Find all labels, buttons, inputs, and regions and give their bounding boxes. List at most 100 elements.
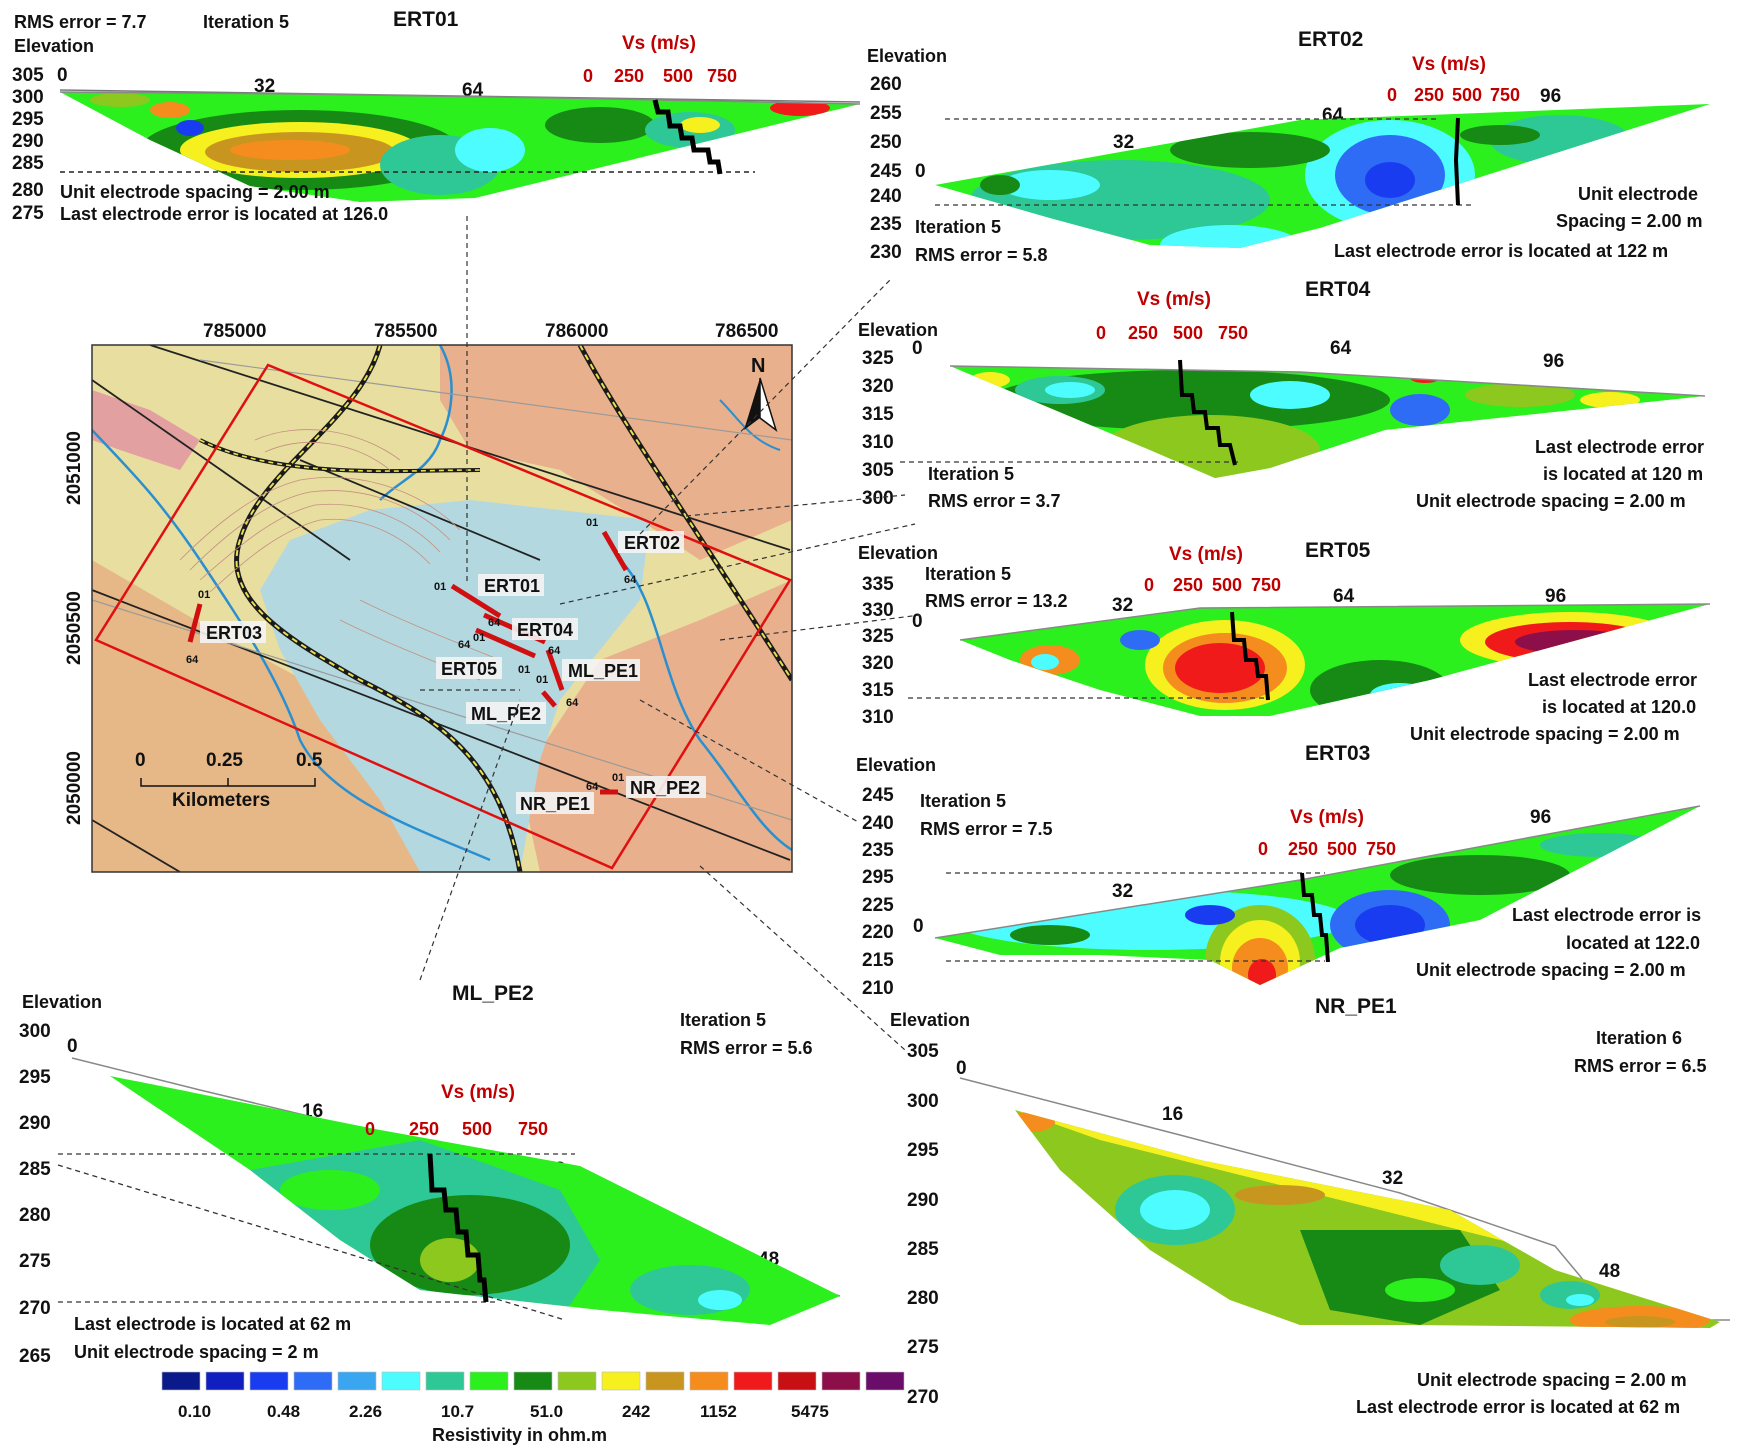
colorbar-swatches xyxy=(161,1371,905,1391)
study-area-boundary xyxy=(94,363,792,870)
ert01-elevation-label: Elevation xyxy=(14,36,94,56)
colorbar-swatch xyxy=(381,1371,421,1391)
colorbar-swatch xyxy=(425,1371,465,1391)
ert05-elevation-axis: 335 330 325 320 315 310 xyxy=(862,574,894,728)
elev-tick: 280 xyxy=(19,1205,51,1226)
dist-tick: 32 xyxy=(1382,1168,1403,1189)
mlpe2-elevation-axis: 300 295 290 285 280 275 270 265 xyxy=(19,1021,51,1367)
vs-profile-line xyxy=(427,1153,489,1303)
colorbar-swatch xyxy=(293,1371,333,1391)
stream xyxy=(92,429,491,862)
elev-tick: 295 xyxy=(907,1140,939,1161)
map-label-nrpe2: NR_PE2 xyxy=(630,778,700,798)
elev-tick: 335 xyxy=(862,574,894,595)
endpoint-label: 01 xyxy=(198,589,210,601)
colorbar-tick: 0.10 xyxy=(178,1402,211,1421)
ert05-title: ERT05 xyxy=(1305,539,1371,562)
dist-tick: 32 xyxy=(1113,132,1134,153)
dist-tick: 0 xyxy=(956,1058,967,1079)
nrpe1-elevation-axis: 305 300 295 290 285 280 275 270 xyxy=(907,1041,939,1408)
endpoint-label: 64 xyxy=(186,654,199,666)
elev-tick: 320 xyxy=(862,653,894,674)
easting-tick: 786500 xyxy=(715,321,778,342)
elev-tick: 295 xyxy=(862,867,894,888)
vs-tick: 0 xyxy=(365,1119,375,1139)
colorbar-swatch xyxy=(205,1371,245,1391)
vs-tick: 0 xyxy=(1387,85,1397,105)
dist-tick: 0 xyxy=(913,916,924,937)
endpoint-label: 64 xyxy=(566,697,579,709)
vs-profile-line xyxy=(652,99,723,175)
dist-tick: 96 xyxy=(1545,586,1566,607)
nrpe1-title: NR_PE1 xyxy=(1315,995,1397,1018)
elev-tick: 275 xyxy=(19,1251,51,1272)
north-label: N xyxy=(751,355,765,377)
vs-tick: 250 xyxy=(409,1119,439,1139)
ert04-iteration: Iteration 5 xyxy=(928,464,1014,484)
colorbar-swatch xyxy=(733,1371,773,1391)
ert03-rms: RMS error = 7.5 xyxy=(920,819,1053,839)
elev-tick: 285 xyxy=(12,153,44,174)
elev-tick: 215 xyxy=(862,950,894,971)
ert05-iteration: Iteration 5 xyxy=(925,564,1011,584)
profile-line-ert01 xyxy=(450,583,502,619)
endpoint-label: 64 xyxy=(548,645,561,657)
reference-dashed-line xyxy=(57,1164,566,1321)
vs-label: Vs (m/s) xyxy=(1137,289,1211,310)
ert02-note: Unit electrode xyxy=(1578,184,1698,204)
mlpe2-rms: RMS error = 5.6 xyxy=(680,1038,813,1058)
colorbar-tick: 242 xyxy=(622,1402,650,1421)
ert01-note-spacing: Unit electrode spacing = 2.00 m xyxy=(60,182,330,202)
map-label-ert02: ERT02 xyxy=(624,533,680,553)
ert01-title: ERT01 xyxy=(393,8,459,31)
ert03-title: ERT03 xyxy=(1305,742,1370,765)
elev-tick: 275 xyxy=(907,1337,939,1358)
ert05-panel: ERT05 Elevation 335 330 325 320 315 310 … xyxy=(858,539,1711,744)
ert02-panel: ERT02 Elevation 260 255 250 245 240 235 … xyxy=(867,28,1710,265)
dist-tick: 16 xyxy=(1162,1104,1183,1125)
ert02-iteration: Iteration 5 xyxy=(915,217,1001,237)
elev-tick: 300 xyxy=(862,488,894,509)
colorbar-tick: 51.0 xyxy=(530,1402,563,1421)
ert02-elevation-label: Elevation xyxy=(867,46,947,66)
mlpe2-title: ML_PE2 xyxy=(452,982,534,1005)
geology-unit xyxy=(440,345,792,560)
contour-lines xyxy=(179,429,501,681)
vs-label: Vs (m/s) xyxy=(1169,544,1243,565)
ert03-panel: ERT03 Elevation 245 240 235 295 225 220 … xyxy=(856,742,1701,999)
dist-tick: 0 xyxy=(57,65,68,86)
ert03-note: located at 122.0 xyxy=(1566,933,1700,953)
dist-tick: 96 xyxy=(1543,351,1564,372)
vs-tick: 250 xyxy=(1173,575,1203,595)
vs-tick: 500 xyxy=(663,66,693,86)
elev-tick: 315 xyxy=(862,680,894,701)
easting-tick: 786000 xyxy=(545,321,608,342)
northing-tick: 2050000 xyxy=(64,751,85,825)
dist-tick: 96 xyxy=(1540,86,1561,107)
colorbar-tick: 5475 xyxy=(791,1402,829,1421)
endpoint-label: 01 xyxy=(536,674,548,686)
colorbar-swatch xyxy=(337,1371,377,1391)
vs-tick: 500 xyxy=(1173,323,1203,343)
endpoint-label: 64 xyxy=(488,617,501,629)
elev-tick: 275 xyxy=(12,203,44,224)
elev-tick: 290 xyxy=(12,131,44,152)
ert02-elevation-axis: 260 255 250 245 240 235 230 xyxy=(870,74,902,263)
colorbar-tick: 10.7 xyxy=(441,1402,474,1421)
elev-tick: 265 xyxy=(19,1346,51,1367)
elev-tick: 305 xyxy=(907,1041,939,1062)
ert02-note: Last electrode error is located at 122 m xyxy=(1334,241,1668,261)
map-label-nrpe1: NR_PE1 xyxy=(520,794,590,814)
vs-profile-line xyxy=(1453,117,1460,206)
ert03-iteration: Iteration 5 xyxy=(920,791,1006,811)
elev-tick: 295 xyxy=(12,109,44,130)
vs-tick: 750 xyxy=(1251,575,1281,595)
nrpe1-note: Last electrode error is located at 62 m xyxy=(1356,1397,1680,1417)
elev-tick: 280 xyxy=(12,180,44,201)
elev-tick: 240 xyxy=(862,813,894,834)
colorbar-swatch xyxy=(513,1371,553,1391)
elev-tick: 220 xyxy=(862,922,894,943)
profile-line-ert03 xyxy=(187,603,203,643)
elev-tick: 245 xyxy=(870,161,902,182)
nrpe1-rms: RMS error = 6.5 xyxy=(1574,1056,1707,1076)
